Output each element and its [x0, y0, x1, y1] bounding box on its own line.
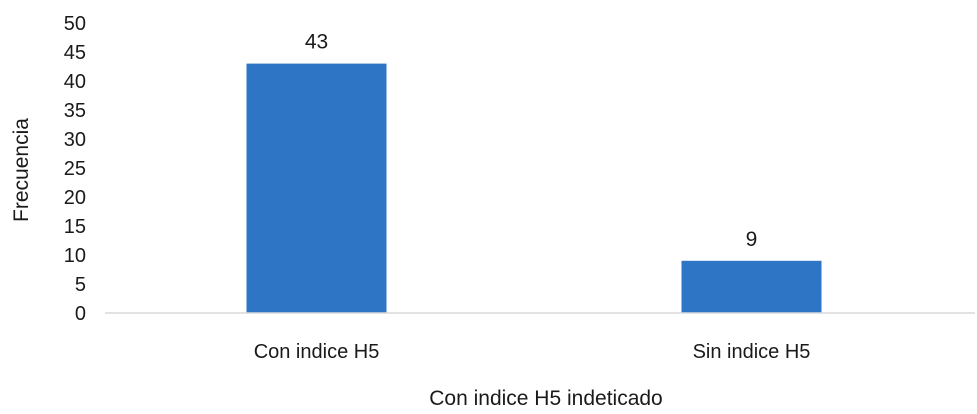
y-tick-label: 35: [64, 100, 86, 122]
y-axis-ticks: 0 5 10 15 20 25 30 35 40 45 50: [64, 13, 86, 325]
x-axis-title: Con indice H5 indeticado: [429, 387, 662, 410]
y-tick-label: 45: [64, 42, 86, 64]
bar: [246, 63, 387, 313]
y-axis-title: Frecuencia: [10, 118, 33, 222]
y-tick-label: 25: [64, 158, 86, 180]
x-category-label: Con indice H5: [254, 341, 380, 363]
y-tick-label: 40: [64, 71, 86, 93]
bars-group: [246, 63, 822, 313]
y-tick-label: 5: [75, 274, 86, 296]
data-labels-group: 43 9: [305, 31, 758, 251]
y-tick-label: 30: [64, 129, 86, 151]
y-tick-label: 20: [64, 187, 86, 209]
y-tick-label: 50: [64, 13, 86, 35]
x-category-label: Sin indice H5: [693, 341, 811, 363]
y-tick-label: 15: [64, 216, 86, 238]
bar: [681, 260, 822, 313]
bar-value-label: 43: [305, 31, 328, 54]
y-tick-label: 10: [64, 245, 86, 267]
y-tick-label: 0: [75, 303, 86, 325]
bar-value-label: 9: [746, 228, 758, 251]
x-axis-category-labels: Con indice H5 Sin indice H5: [254, 341, 811, 363]
